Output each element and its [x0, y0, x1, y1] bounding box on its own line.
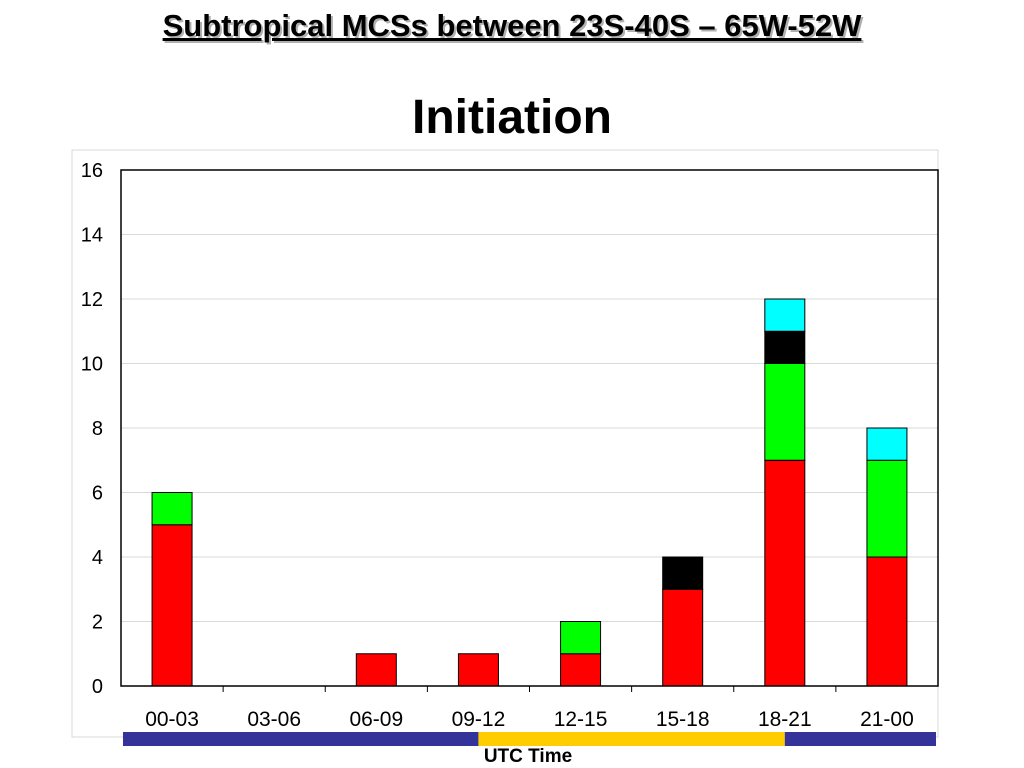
x-tick-label: 03-06 — [247, 708, 301, 731]
time-band — [123, 732, 936, 746]
y-tick-label: 8 — [92, 418, 103, 440]
bar-segment — [764, 459, 806, 687]
x-axis-ticks: 00-03 03-06 06-09 09-12 12-15 15-18 18-21 21-00 — [145, 686, 914, 731]
bar-segment — [764, 298, 806, 332]
x-tick-label: 15-18 — [656, 708, 710, 731]
bar-segment — [866, 459, 908, 558]
y-tick-label: 12 — [81, 289, 103, 311]
y-tick-label: 0 — [92, 676, 103, 698]
x-tick-label: 12-15 — [554, 708, 608, 731]
y-tick-label: 16 — [81, 160, 103, 182]
chart-title: Initiation — [412, 91, 612, 144]
bar-segment — [662, 556, 704, 590]
bar-segment — [457, 653, 499, 687]
bar-segment — [560, 621, 602, 655]
x-tick-label: 06-09 — [349, 708, 403, 731]
x-axis-label: UTC Time — [483, 746, 573, 767]
x-tick-label: 00-03 — [145, 708, 199, 731]
chart-area — [71, 149, 939, 738]
y-axis-ticks: 0 2 4 6 8 10 12 14 16 — [81, 160, 103, 698]
bar-segment — [866, 556, 908, 687]
x-tick-label: 09-12 — [452, 708, 506, 731]
page-title: Subtropical MCSs between 23S-40S – 65W-5… — [162, 8, 862, 43]
bar-segment — [355, 653, 397, 687]
bar-segment — [151, 492, 193, 526]
time-band-segment — [123, 732, 479, 746]
time-band-segment — [784, 732, 936, 746]
bar-segment — [866, 427, 908, 461]
y-tick-label: 2 — [92, 612, 103, 634]
y-tick-label: 6 — [92, 483, 103, 505]
bar-segment — [764, 363, 806, 461]
x-tick-label: 18-21 — [758, 708, 812, 731]
bar-segment — [560, 653, 602, 687]
y-tick-label: 14 — [81, 225, 103, 247]
bar-segment — [151, 524, 193, 687]
y-tick-label: 4 — [92, 547, 103, 569]
y-tick-label: 10 — [81, 354, 103, 376]
bar-segment — [764, 330, 806, 364]
x-tick-label: 21-00 — [860, 708, 914, 731]
bar-segment — [662, 588, 704, 687]
time-band-segment — [478, 732, 785, 746]
